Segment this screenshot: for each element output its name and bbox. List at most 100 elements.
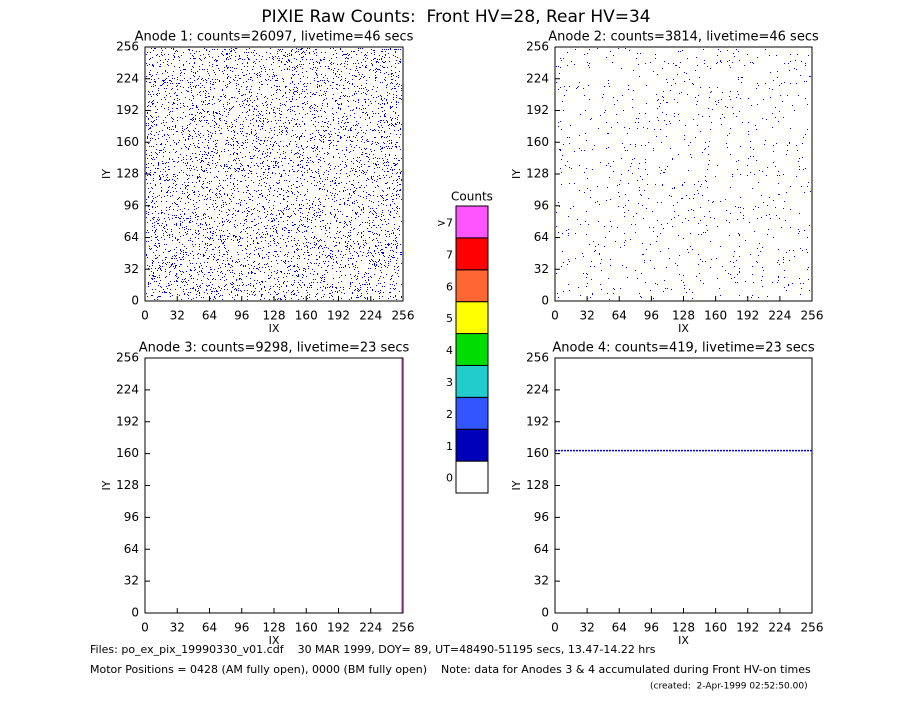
x-axis-label: IX — [269, 322, 280, 335]
panel-title: Anode 2: counts=3814, livetime=46 secs — [548, 30, 819, 45]
colorbar-swatch — [455, 428, 489, 462]
y-tick-label: 256 — [116, 351, 139, 365]
colorbar-swatch — [455, 333, 489, 366]
y-tick-label: 96 — [534, 510, 549, 524]
x-tick-label: 192 — [327, 309, 350, 323]
colorbar-label: 4 — [446, 344, 453, 357]
x-tick-label: 160 — [704, 309, 727, 323]
y-tick-label: 192 — [526, 414, 549, 428]
y-axis-label: IY — [510, 480, 523, 490]
x-tick-label: 96 — [234, 309, 249, 323]
x-tick-label: 32 — [170, 621, 185, 635]
x-tick-label: 160 — [295, 309, 318, 323]
y-tick-label: 224 — [116, 71, 139, 85]
x-tick-label: 256 — [801, 621, 824, 635]
y-tick-label: 160 — [116, 446, 139, 460]
y-tick-label: 64 — [534, 230, 549, 244]
y-tick-label: 64 — [124, 542, 139, 556]
x-tick-label: 160 — [295, 621, 318, 635]
y-tick-label: 0 — [131, 294, 139, 308]
x-tick-label: 32 — [170, 309, 185, 323]
x-tick-label: 192 — [736, 621, 759, 635]
x-tick-label: 256 — [801, 309, 824, 323]
colorbar-swatch — [455, 205, 489, 239]
x-tick-label: 0 — [141, 309, 149, 323]
x-tick-label: 64 — [612, 621, 627, 635]
y-tick-label: 32 — [124, 574, 139, 588]
x-tick-label: 64 — [612, 309, 627, 323]
y-tick-label: 128 — [526, 167, 549, 181]
y-tick-label: 192 — [526, 103, 549, 117]
y-tick-label: 96 — [124, 198, 139, 212]
panel-title: Anode 4: counts=419, livetime=23 secs — [552, 341, 814, 356]
colorbar-swatch — [455, 237, 489, 271]
x-axis-label: IX — [678, 322, 689, 335]
colorbar-swatch — [455, 301, 489, 335]
pixel-texture — [556, 48, 811, 300]
x-tick-label: 0 — [141, 621, 149, 635]
colorbar-swatch — [455, 269, 489, 303]
x-tick-label: 64 — [202, 621, 217, 635]
x-tick-label: 96 — [234, 621, 249, 635]
y-axis-label: IY — [510, 169, 523, 179]
panel-title: Anode 1: counts=26097, livetime=46 secs — [135, 30, 414, 45]
x-tick-label: 32 — [579, 621, 594, 635]
y-tick-label: 160 — [526, 135, 549, 149]
footer-line: (created: 2-Apr-1999 02:52:50.00) — [650, 682, 808, 692]
page-title: PIXIE Raw Counts: Front HV=28, Rear HV=3… — [261, 7, 650, 27]
pixel-texture — [146, 48, 402, 300]
y-tick-label: 64 — [124, 230, 139, 244]
y-tick-label: 160 — [526, 446, 549, 460]
y-tick-label: 96 — [534, 198, 549, 212]
x-tick-label: 192 — [327, 621, 350, 635]
y-tick-label: 224 — [526, 382, 549, 396]
x-axis-label: IX — [678, 634, 689, 647]
y-tick-label: 224 — [116, 382, 139, 396]
x-tick-label: 0 — [551, 309, 559, 323]
colorbar-label: 5 — [446, 312, 453, 325]
colorbar-swatch — [455, 460, 489, 494]
x-tick-label: 224 — [359, 621, 382, 635]
colorbar-label: 3 — [446, 376, 453, 389]
colorbar-label: 6 — [446, 280, 453, 293]
y-tick-label: 0 — [131, 606, 139, 620]
y-tick-label: 128 — [526, 478, 549, 492]
y-tick-label: 192 — [116, 414, 139, 428]
y-tick-label: 128 — [116, 167, 139, 181]
x-tick-label: 224 — [768, 621, 791, 635]
x-tick-label: 224 — [359, 309, 382, 323]
footer-line: Motor Positions = 0428 (AM fully open), … — [90, 663, 811, 676]
colorbar-swatch — [455, 364, 489, 398]
colorbar-label: 0 — [446, 472, 453, 485]
y-tick-label: 192 — [116, 103, 139, 117]
panel-title: Anode 3: counts=9298, livetime=23 secs — [139, 341, 410, 356]
y-axis-label: IY — [100, 480, 113, 490]
x-tick-label: 96 — [644, 309, 659, 323]
y-tick-label: 96 — [124, 510, 139, 524]
colorbar-label: >7 — [437, 217, 453, 230]
y-tick-label: 32 — [534, 574, 549, 588]
x-tick-label: 0 — [551, 621, 559, 635]
x-tick-label: 256 — [392, 309, 415, 323]
plot-frame — [554, 46, 813, 302]
x-tick-label: 32 — [579, 309, 594, 323]
y-tick-label: 64 — [534, 542, 549, 556]
x-tick-label: 224 — [768, 309, 791, 323]
y-tick-label: 224 — [526, 71, 549, 85]
y-tick-label: 256 — [116, 40, 139, 54]
x-tick-label: 128 — [263, 309, 286, 323]
y-tick-label: 128 — [116, 478, 139, 492]
y-tick-label: 160 — [116, 135, 139, 149]
y-axis-label: IY — [100, 169, 113, 179]
plot-frame — [554, 357, 813, 614]
y-tick-label: 256 — [526, 351, 549, 365]
y-tick-label: 32 — [124, 262, 139, 276]
x-tick-label: 128 — [672, 309, 695, 323]
x-tick-label: 64 — [202, 309, 217, 323]
x-tick-label: 96 — [644, 621, 659, 635]
colorbar-label: 7 — [446, 248, 453, 261]
x-tick-label: 160 — [704, 621, 727, 635]
x-tick-label: 192 — [736, 309, 759, 323]
colorbar-title: Counts — [451, 190, 493, 204]
